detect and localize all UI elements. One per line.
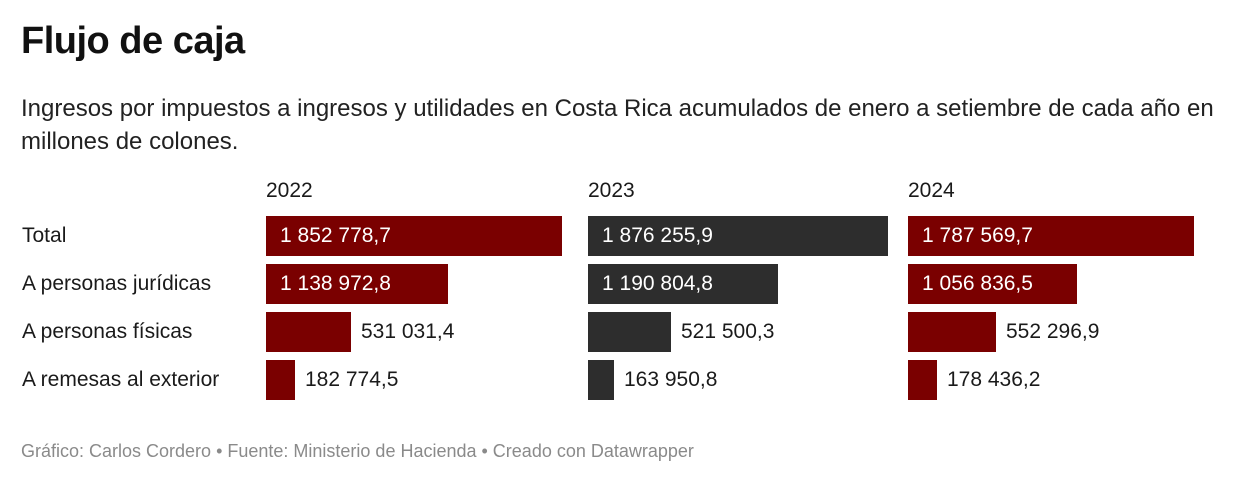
data-label: 178 436,2: [947, 368, 1041, 391]
bar: [266, 216, 562, 256]
bar: [588, 312, 671, 352]
chart-title: Flujo de caja: [21, 20, 245, 62]
data-label: 521 500,3: [681, 320, 775, 343]
data-label: 1 190 804,8: [602, 272, 713, 295]
bar: [266, 360, 295, 400]
bar: [588, 216, 888, 256]
data-label: 182 774,5: [305, 368, 399, 391]
data-label: 1 876 255,9: [602, 224, 713, 247]
chart-footer: Gráfico: Carlos Cordero • Fuente: Minist…: [21, 441, 694, 461]
bar: [908, 216, 1194, 256]
bar: [588, 264, 778, 304]
column-header-year: 2024: [908, 179, 955, 202]
column-header-year: 2022: [266, 179, 313, 202]
row-label: Total: [22, 224, 67, 247]
data-label: 531 031,4: [361, 320, 455, 343]
row-label: A personas físicas: [22, 320, 193, 343]
row-label: A remesas al exterior: [22, 368, 220, 391]
row-label: A personas jurídicas: [22, 272, 212, 295]
data-label: 552 296,9: [1006, 320, 1100, 343]
data-label: 1 138 972,8: [280, 272, 391, 295]
data-label: 1 056 836,5: [922, 272, 1033, 295]
chart-subtitle: Ingresos por impuestos a ingresos y util…: [21, 95, 1214, 155]
bar: [266, 264, 448, 304]
column-header-year: 2023: [588, 179, 635, 202]
data-label: 1 852 778,7: [280, 224, 391, 247]
data-label: 163 950,8: [624, 368, 718, 391]
bar: [588, 360, 614, 400]
bar: [908, 312, 996, 352]
bar: [266, 312, 351, 352]
bar: [908, 360, 937, 400]
bar: [908, 264, 1077, 304]
data-label: 1 787 569,7: [922, 224, 1033, 247]
